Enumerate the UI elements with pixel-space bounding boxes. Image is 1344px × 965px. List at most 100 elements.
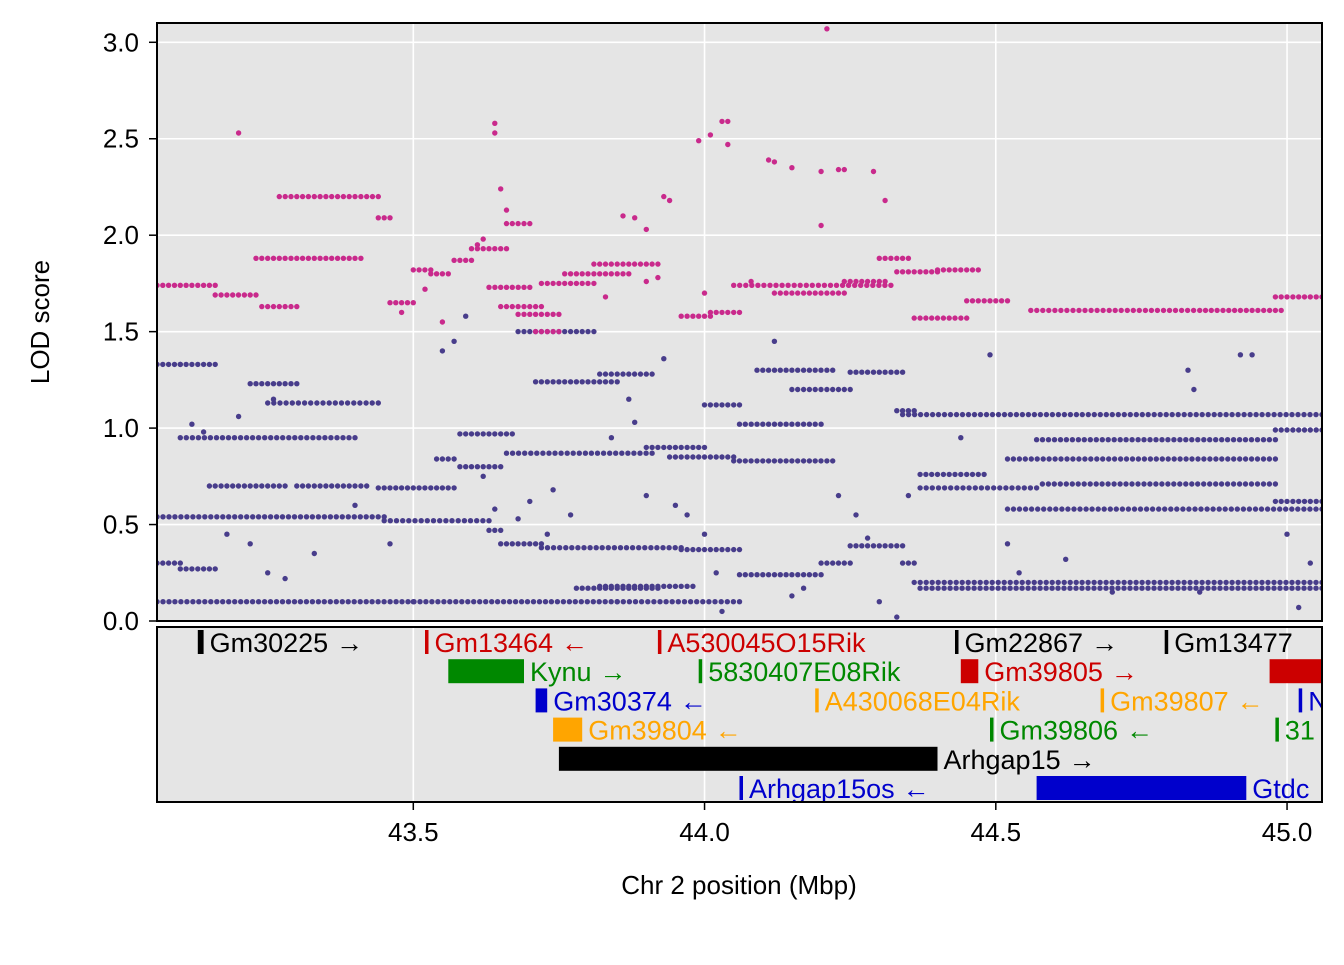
- lod-point: [947, 585, 953, 591]
- lod-point: [800, 458, 807, 464]
- lod-point: [226, 514, 232, 520]
- lod-point: [742, 458, 748, 464]
- lod-point: [550, 487, 556, 493]
- lod-point: [964, 267, 970, 273]
- lod-point: [184, 514, 190, 520]
- lod-point: [1207, 437, 1213, 443]
- lod-point: [585, 271, 591, 277]
- lod-point: [608, 435, 615, 441]
- lod-point: [579, 585, 585, 591]
- lod-point: [818, 572, 824, 578]
- lod-point: [423, 599, 429, 605]
- gene-bar: [197, 630, 204, 654]
- lod-point: [684, 444, 690, 451]
- lod-point: [509, 220, 515, 227]
- lod-point: [1165, 437, 1171, 443]
- lod-point: [835, 492, 842, 499]
- lod-point: [611, 545, 618, 551]
- lod-point: [363, 514, 369, 520]
- lod-point: [923, 269, 929, 275]
- lod-point: [206, 361, 213, 368]
- lod-point: [311, 550, 317, 557]
- lod-point: [357, 400, 363, 406]
- lod-point: [701, 402, 708, 408]
- lod-point: [1058, 456, 1064, 462]
- lod-point: [509, 450, 516, 456]
- lod-point: [591, 271, 597, 277]
- lod-point: [416, 485, 422, 491]
- lod-point: [1301, 411, 1307, 418]
- lod-point: [812, 367, 818, 373]
- lod-point: [706, 599, 712, 605]
- lod-point: [864, 278, 871, 285]
- lod-point: [935, 485, 942, 491]
- lod-point: [649, 450, 655, 456]
- gene: 31: [1275, 716, 1315, 746]
- lod-point: [588, 450, 595, 456]
- lod-point: [696, 546, 702, 553]
- lod-point: [235, 130, 242, 136]
- lod-point: [237, 435, 244, 441]
- lod-point: [1040, 456, 1046, 462]
- lod-point: [1278, 498, 1284, 505]
- lod-point: [835, 290, 842, 296]
- lod-point: [590, 599, 596, 605]
- lod-point: [334, 255, 341, 261]
- lod-point: [1037, 579, 1043, 586]
- lod-point: [1289, 579, 1295, 586]
- lod-point: [364, 483, 370, 489]
- lod-point: [1016, 456, 1023, 462]
- lod-point: [1241, 411, 1247, 418]
- lod-point: [346, 435, 352, 441]
- lod-point: [1113, 506, 1120, 512]
- lod-point: [381, 215, 387, 221]
- lod-point: [953, 411, 960, 418]
- lod-point: [177, 560, 183, 566]
- lod-point: [719, 309, 725, 316]
- lod-point: [847, 543, 853, 549]
- lod-point: [1094, 307, 1100, 314]
- lod-point: [311, 255, 317, 261]
- lod-point: [1266, 307, 1273, 314]
- lod-point: [661, 356, 667, 362]
- gene-strand-arrow: →: [1069, 745, 1096, 775]
- lod-point: [643, 450, 649, 456]
- lod-point: [841, 386, 847, 393]
- lod-point: [1123, 481, 1129, 487]
- lod-point: [731, 282, 737, 288]
- lod-point: [1055, 411, 1062, 418]
- lod-point: [1147, 437, 1153, 443]
- lod-point: [678, 583, 684, 589]
- lod-point: [480, 518, 486, 524]
- lod-point: [737, 282, 743, 288]
- lod-point: [643, 444, 649, 451]
- lod-point: [917, 315, 923, 321]
- lod-point: [719, 608, 725, 615]
- lod-point: [977, 585, 983, 591]
- lod-point: [474, 242, 481, 248]
- lod-point: [1218, 481, 1225, 487]
- lod-point: [789, 593, 795, 599]
- lod-point: [1099, 481, 1105, 487]
- x-tick-label: 44.0: [679, 817, 730, 847]
- gene-bar: [553, 717, 583, 742]
- lod-point: [381, 599, 387, 605]
- lod-point: [1187, 585, 1193, 591]
- lod-point: [1248, 456, 1255, 462]
- lod-point: [352, 483, 358, 489]
- lod-point: [882, 369, 888, 375]
- lod-point: [480, 464, 486, 470]
- lod-point: [827, 282, 834, 288]
- gene-label: Gm39805 →: [984, 657, 1138, 687]
- lod-point: [532, 303, 539, 310]
- lod-point: [369, 514, 375, 520]
- lod-point: [701, 546, 708, 553]
- gene-bar: [558, 746, 938, 771]
- lod-point: [567, 328, 574, 335]
- lod-point: [538, 545, 545, 551]
- lod-point: [1103, 579, 1109, 586]
- lod-point: [666, 454, 673, 460]
- lod-point: [532, 328, 539, 335]
- lod-point: [567, 271, 574, 277]
- lod-point: [532, 311, 539, 317]
